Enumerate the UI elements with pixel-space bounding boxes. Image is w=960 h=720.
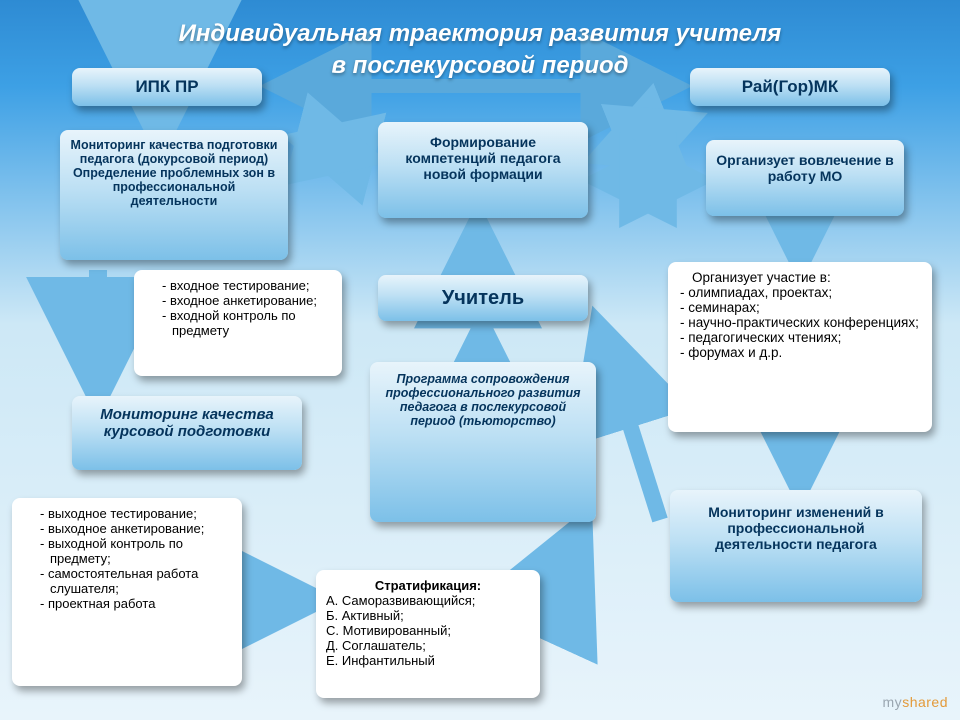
monitoring-course-box: Мониторинг качества курсовой подготовки xyxy=(72,396,302,470)
participation-box: Организует участие в: олимпиадах, проект… xyxy=(668,262,932,432)
participation-item: олимпиадах, проектах; xyxy=(680,285,922,300)
watermark-b: shared xyxy=(902,694,948,710)
output-list-item: выходное тестирование; xyxy=(40,506,232,521)
watermark: myshared xyxy=(883,694,948,710)
output-list: выходное тестирование; выходное анкетиро… xyxy=(22,506,232,611)
input-list-item: входное анкетирование; xyxy=(162,293,332,308)
participation-item: семинарах; xyxy=(680,300,922,315)
organize-mo-text: Организует вовлечение в работу МО xyxy=(716,152,893,184)
teacher-box: Учитель xyxy=(378,275,588,321)
input-list-box: входное тестирование; входное анкетирова… xyxy=(134,270,342,376)
participation-item: педагогических чтениях; xyxy=(680,330,922,345)
monitoring-changes-text: Мониторинг изменений в профессиональной … xyxy=(708,504,884,552)
monitoring-course-text: Мониторинг качества курсовой подготовки xyxy=(100,406,273,440)
ipk-label: ИПК ПР xyxy=(135,77,198,96)
input-list-item: входной контроль по предмету xyxy=(162,308,332,338)
output-list-item: выходной контроль по предмету; xyxy=(40,536,232,566)
monitoring-changes-box: Мониторинг изменений в профессиональной … xyxy=(670,490,922,602)
participation-list: олимпиадах, проектах; семинарах; научно-… xyxy=(678,285,922,360)
participation-item: научно-практических конференциях; xyxy=(680,315,922,330)
output-list-box: выходное тестирование; выходное анкетиро… xyxy=(12,498,242,686)
participation-header: Организует участие в: xyxy=(678,270,922,285)
monitoring-pre-box: Мониторинг качества подготовки педагога … xyxy=(60,130,288,260)
output-list-item: выходное анкетирование; xyxy=(40,521,232,536)
program-box: Программа сопровождения профессиональног… xyxy=(370,362,596,522)
program-text: Программа сопровождения профессиональног… xyxy=(385,372,580,428)
input-list-item: входное тестирование; xyxy=(162,278,332,293)
strat-box: Стратификация: А. Саморазвивающийся; Б. … xyxy=(316,570,540,698)
output-list-item: самостоятельная работа слушателя; xyxy=(40,566,232,596)
watermark-a: my xyxy=(883,694,903,710)
ipk-box: ИПК ПР xyxy=(72,68,262,106)
formation-box: Формирование компетенций педагога новой … xyxy=(378,122,588,218)
teacher-label: Учитель xyxy=(442,287,524,309)
title-line-2: в послекурсовой период xyxy=(332,52,629,79)
output-list-item: проектная работа xyxy=(40,596,232,611)
input-list: входное тестирование; входное анкетирова… xyxy=(144,278,332,338)
monitoring-pre-text: Мониторинг качества подготовки педагога … xyxy=(71,138,278,208)
raymk-label: Рай(Гор)МК xyxy=(742,77,838,96)
raymk-box: Рай(Гор)МК xyxy=(690,68,890,106)
organize-mo-box: Организует вовлечение в работу МО xyxy=(706,140,904,216)
strat-body: А. Саморазвивающийся; Б. Активный; С. Мо… xyxy=(326,593,530,668)
formation-text: Формирование компетенций педагога новой … xyxy=(405,134,560,182)
participation-item: форумах и д.р. xyxy=(680,345,922,360)
title-line-1: Индивидуальная траектория развития учите… xyxy=(179,20,782,47)
strat-title: Стратификация: xyxy=(326,578,530,593)
